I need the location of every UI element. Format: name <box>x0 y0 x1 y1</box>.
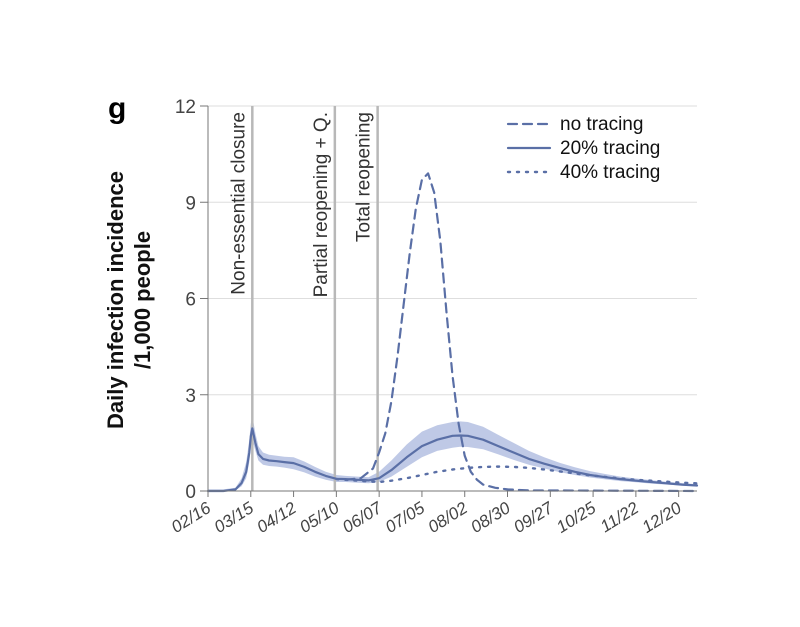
event-label: Total reopening <box>354 112 375 242</box>
x-tick-label: 08/30 <box>467 498 514 537</box>
legend: no tracing 20% tracing 40% tracing <box>506 114 660 183</box>
y-axis-title-line-2: /1,000 people <box>130 231 155 369</box>
x-tick-label: 10/25 <box>553 498 600 537</box>
x-tick-label: 09/27 <box>510 498 557 537</box>
event-label: Non-essential closure <box>228 112 249 295</box>
x-tick-label: 03/15 <box>211 498 258 537</box>
legend-label: 40% tracing <box>560 162 660 183</box>
y-tick-label: 6 <box>185 290 196 311</box>
event-markers: Non-essential closure Partial reopening +… <box>228 106 379 491</box>
x-tick-label: 06/07 <box>339 498 386 537</box>
y-tick-label: 12 <box>175 97 196 118</box>
x-tick-label: 02/16 <box>168 498 215 537</box>
legend-label: no tracing <box>560 114 643 135</box>
x-tick-label: 12/20 <box>639 498 686 537</box>
x-tick-label: 08/02 <box>425 498 472 537</box>
x-tick-label: 07/05 <box>382 498 429 537</box>
y-tick-label: 9 <box>185 193 196 214</box>
event-label: Partial reopening + Q. <box>311 112 332 297</box>
grid <box>208 105 697 396</box>
series-line-dashed <box>344 172 699 493</box>
y-tick-label: 0 <box>185 482 196 503</box>
panel-label: g <box>108 92 126 125</box>
y-tick-label: 3 <box>185 386 196 407</box>
x-tick-label: 11/22 <box>597 498 643 536</box>
y-axis-title-line-1: Daily infection incidence <box>103 171 128 429</box>
legend-label: 20% tracing <box>560 138 660 159</box>
y-axis-title: Daily infection incidence /1,000 people <box>103 171 155 429</box>
series-line-solid <box>206 427 699 493</box>
series-layer <box>206 172 699 493</box>
x-tick-label: 05/10 <box>296 498 343 537</box>
series-line-dotted <box>335 465 699 485</box>
x-tick-label: 04/12 <box>254 498 301 537</box>
